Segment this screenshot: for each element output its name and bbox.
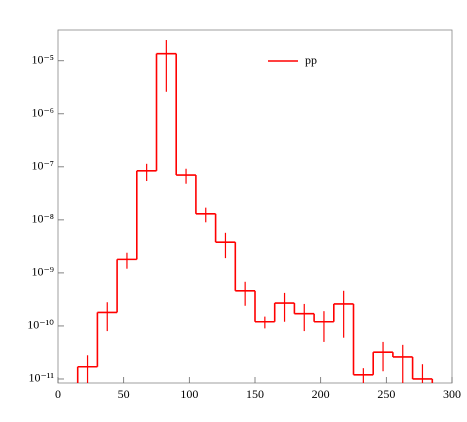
y-tick-label: 10⁻⁶	[31, 106, 54, 120]
x-tick-label: 150	[246, 387, 264, 401]
x-tick-label: 300	[443, 387, 461, 401]
y-tick-label: 10⁻⁸	[31, 212, 54, 226]
y-tick-label: 10⁻⁵	[31, 53, 54, 67]
x-tick-label: 200	[312, 387, 330, 401]
x-tick-label: 100	[180, 387, 198, 401]
legend-label: pp	[305, 53, 317, 67]
y-tick-label: 10⁻⁹	[31, 265, 54, 279]
y-tick-label: 10⁻¹⁰	[27, 318, 54, 332]
x-tick-label: 50	[118, 387, 130, 401]
y-tick-label: 10⁻⁷	[31, 159, 54, 173]
y-tick-label: 10⁻¹¹	[28, 371, 54, 385]
x-tick-label: 250	[377, 387, 395, 401]
plot-frame	[57, 29, 453, 384]
x-tick-label: 0	[55, 387, 61, 401]
